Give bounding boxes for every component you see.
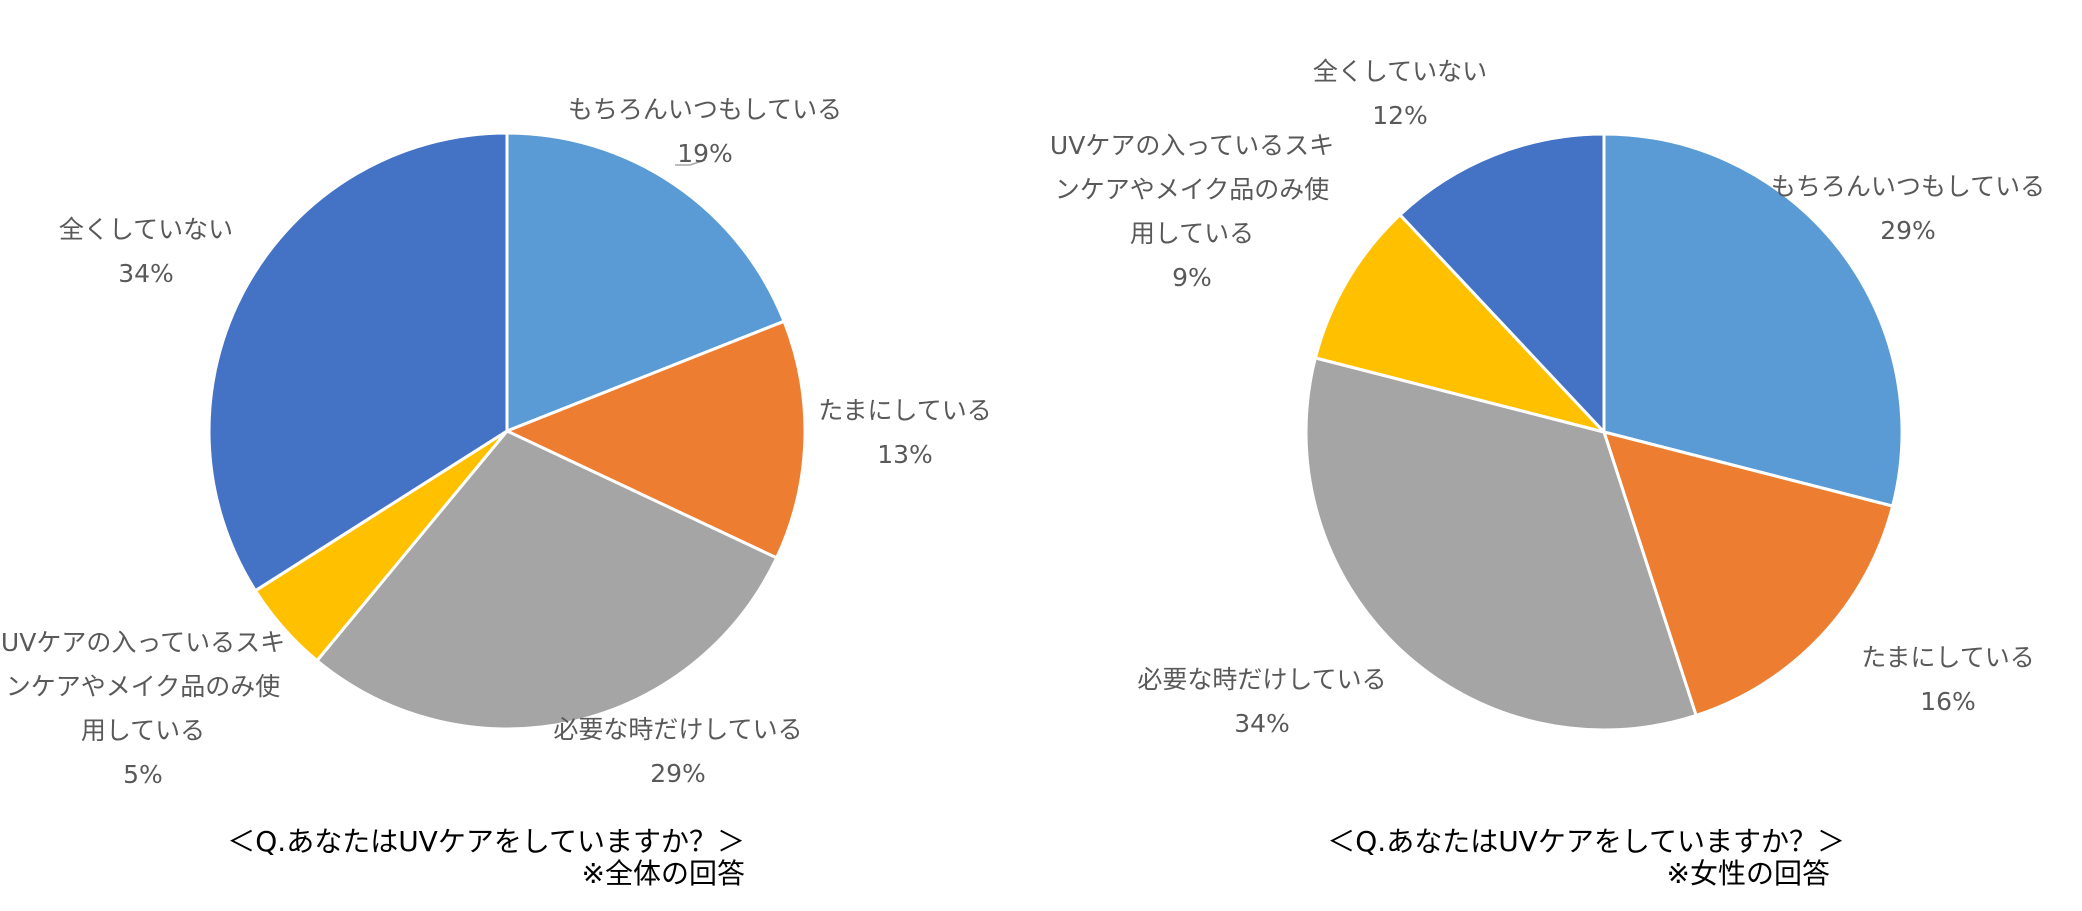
slice-label-skincare-makeup-only: 用している	[81, 716, 205, 745]
leader-line	[675, 159, 706, 166]
pie-slice-only-when-needed	[315, 429, 779, 731]
chart-note: ※女性の回答	[1667, 857, 1830, 890]
slice-label-sometimes: たまにしている	[1861, 643, 2035, 672]
slice-label-only-when-needed: 必要な時だけしている	[1137, 665, 1386, 694]
chart-caption: ＜Q.あなたはUVケアをしていますか？＞	[227, 825, 745, 858]
pie-slice-always	[505, 131, 786, 433]
slice-label-sometimes: たまにしている	[818, 396, 992, 425]
slice-label-never: 全くしていない	[1313, 57, 1487, 86]
chart-note: ※全体の回答	[582, 857, 745, 890]
pie-slice-never	[1398, 132, 1606, 434]
slice-label-skincare-makeup-only: ンケアやメイク品のみ使	[6, 672, 281, 701]
pie-chart-overall: もちろんいつもしている 19% たまにしている 13% 必要な時だけしている 29% UVケ…	[1, 95, 992, 890]
slice-percent-always: 19%	[677, 139, 733, 168]
slice-percent-never: 12%	[1372, 101, 1428, 130]
pie-slice-only-when-needed	[1304, 356, 1698, 732]
pie-slice-sometimes	[505, 319, 807, 560]
slice-percent-never: 34%	[118, 259, 174, 288]
pie-slice-never	[207, 131, 509, 593]
slice-label-always: もちろんいつもしている	[1771, 172, 2045, 201]
slice-percent-sometimes: 13%	[877, 440, 933, 469]
slice-label-only-when-needed: 必要な時だけしている	[553, 715, 802, 744]
slice-label-skincare-makeup-only: ンケアやメイク品のみ使	[1055, 175, 1330, 204]
slice-label-skincare-makeup-only: UVケアの入っているスキ	[1050, 131, 1334, 160]
slice-percent-always: 29%	[1880, 216, 1936, 245]
slice-label-never: 全くしていない	[59, 215, 233, 244]
slice-percent-skincare-makeup-only: 9%	[1172, 263, 1212, 292]
slice-percent-only-when-needed: 29%	[650, 759, 706, 788]
pie-slice-sometimes	[1602, 430, 1895, 717]
chart-caption: ＜Q.あなたはUVケアをしていますか？＞	[1327, 825, 1845, 858]
slice-label-always: もちろんいつもしている	[568, 95, 842, 124]
pie-slice-skincare-makeup-only	[1313, 213, 1606, 434]
slice-percent-only-when-needed: 34%	[1234, 709, 1290, 738]
pie-slice-always	[1602, 132, 1904, 508]
pie-chart-female: もちろんいつもしている 29% たまにしている 16% 必要な時だけしている 34% UVケ…	[1050, 57, 2045, 890]
slice-percent-skincare-makeup-only: 5%	[123, 760, 163, 789]
slice-label-skincare-makeup-only: UVケアの入っているスキ	[1, 628, 285, 657]
slice-percent-sometimes: 16%	[1920, 687, 1976, 716]
slice-label-skincare-makeup-only: 用している	[1130, 219, 1254, 248]
